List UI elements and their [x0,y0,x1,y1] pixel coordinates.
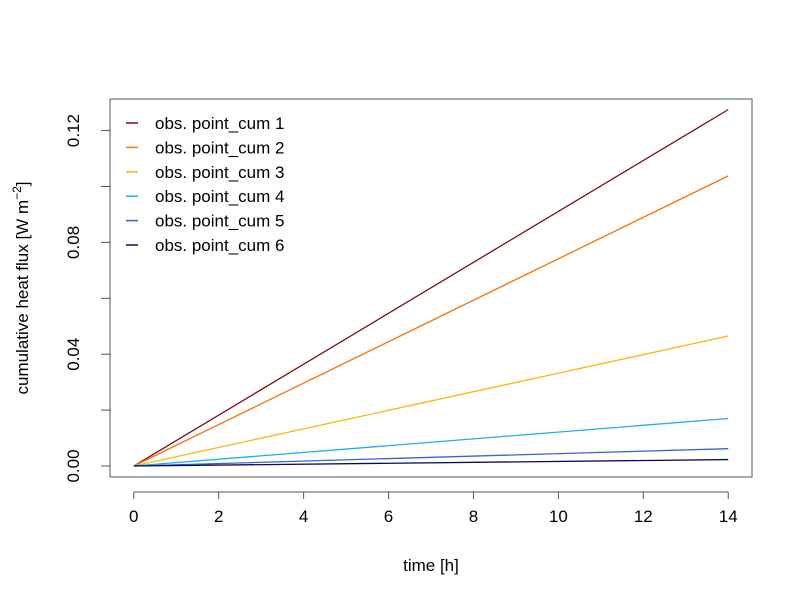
legend-label-4: obs. point_cum 4 [155,187,284,206]
y-tick-label: 0.00 [64,449,83,482]
legend-label-1: obs. point_cum 1 [155,114,284,133]
x-axis-label: time [h] [403,556,459,575]
series-line-1 [133,109,729,467]
series-line-4 [133,417,729,467]
legend-label-2: obs. point_cum 2 [155,138,284,157]
y-tick-label: 0.12 [64,114,83,147]
x-tick-label: 14 [719,507,738,526]
legend-label-5: obs. point_cum 5 [155,212,284,231]
x-tick-label: 0 [129,507,138,526]
legend-label-6: obs. point_cum 6 [155,236,284,255]
series-line-2 [133,175,729,467]
plot-frame [109,98,753,478]
x-tick-label: 12 [634,507,653,526]
series-line-3 [133,335,729,467]
y-tick-label: 0.08 [64,226,83,259]
legend: obs. point_cum 1 obs. point_cum 2 obs. poi… [126,114,284,255]
y-axis: 0.00 0.04 0.08 0.12 [64,114,110,483]
x-tick-label: 4 [299,507,308,526]
x-axis: 0 2 4 6 8 10 12 14 [129,491,738,526]
series-lines [133,109,729,467]
series-line-5 [133,448,729,467]
x-tick-label: 10 [549,507,568,526]
y-axis-label-exponent: −2 [10,186,24,200]
series-line-6 [133,458,729,467]
legend-label-3: obs. point_cum 3 [155,163,284,182]
y-axis-label: cumulative heat flux [W m−2] [10,181,32,394]
y-tick-label: 0.04 [64,338,83,371]
x-tick-label: 6 [384,507,393,526]
x-tick-label: 8 [469,507,478,526]
x-tick-label: 2 [214,507,223,526]
